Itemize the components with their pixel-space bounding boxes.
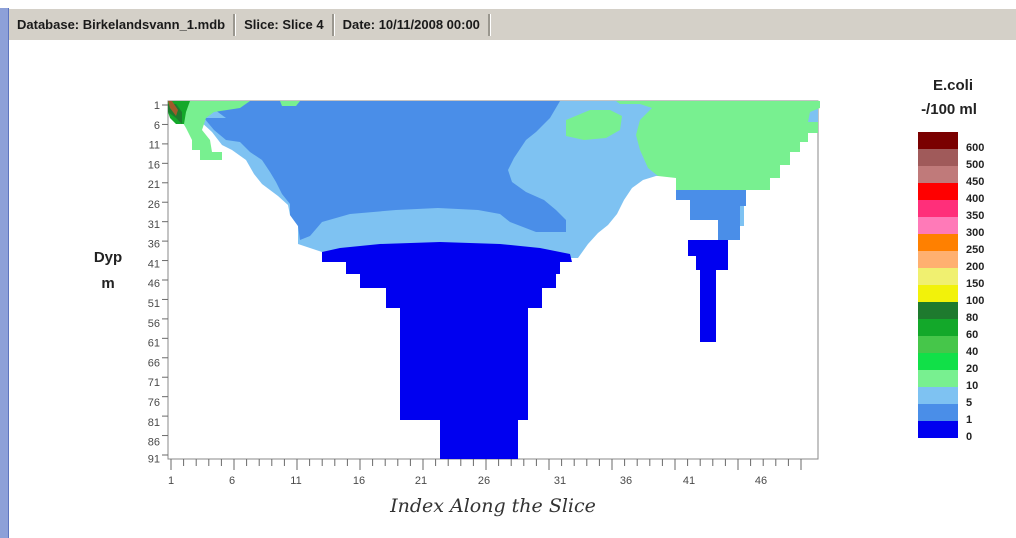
y-tick-label: 51 <box>148 298 160 310</box>
y-tick-label: 31 <box>148 219 160 231</box>
y-tick-marks <box>162 104 168 456</box>
legend-swatch-20 <box>918 353 958 370</box>
y-tick-label: 76 <box>148 397 160 409</box>
legend-swatch-0 <box>918 421 958 438</box>
y-tick-label: 41 <box>148 258 160 270</box>
legend-swatch-40 <box>918 336 958 353</box>
concentration-field <box>168 101 820 459</box>
slice-status: Slice: Slice 4 <box>235 13 334 36</box>
legend-label: 200 <box>966 261 984 273</box>
legend-label: 250 <box>966 244 984 256</box>
y-tick-label: 11 <box>149 140 160 152</box>
legend-swatches <box>918 132 958 438</box>
x-tick-label: 6 <box>229 475 235 487</box>
x-tick-marks <box>170 459 802 470</box>
legend-label: 100 <box>966 295 984 307</box>
field-region-green-patch <box>566 110 622 140</box>
x-tick-label: 11 <box>290 475 301 487</box>
field-region-green-top <box>616 101 820 190</box>
legend-swatch-450 <box>918 166 958 183</box>
legend-swatch-300 <box>918 217 958 234</box>
y-tick-label: 6 <box>154 120 160 132</box>
x-tick-label: 41 <box>683 475 695 487</box>
date-status: Date: 10/11/2008 00:00 <box>333 13 490 36</box>
legend-label: 450 <box>966 176 984 188</box>
legend-label: 1 <box>966 414 972 426</box>
legend-swatch-200 <box>918 251 958 268</box>
legend-swatch-60 <box>918 319 958 336</box>
legend-label: 10 <box>966 380 978 392</box>
y-tick-label: 71 <box>148 377 160 389</box>
legend-label: 400 <box>966 193 984 205</box>
x-axis-title: Index Along the Slice <box>389 495 596 517</box>
color-legend: E.coli -/100 ml 600 500 450 400 350 300 … <box>918 77 984 443</box>
legend-label: 0 <box>966 431 972 443</box>
y-tick-label: 36 <box>148 239 160 251</box>
field-region-dark-blue <box>322 242 572 459</box>
status-bar: Database: Birkelandsvann_1.mdb Slice: Sl… <box>8 8 1016 40</box>
legend-swatch-150 <box>918 268 958 285</box>
legend-title-line2: -/100 ml <box>921 101 977 118</box>
legend-swatch-350 <box>918 200 958 217</box>
y-tick-label: 21 <box>148 179 160 191</box>
y-tick-label: 91 <box>148 453 160 465</box>
legend-label: 150 <box>966 278 984 290</box>
field-region-green-upper <box>280 101 300 106</box>
legend-title-line1: E.coli <box>933 77 973 94</box>
legend-label: 500 <box>966 159 984 171</box>
legend-swatch-600 <box>918 132 958 149</box>
legend-swatch-5 <box>918 387 958 404</box>
legend-labels: 600 500 450 400 350 300 250 200 150 100 … <box>966 142 984 443</box>
x-tick-labels: 1 6 11 16 21 26 31 36 41 46 <box>168 475 767 487</box>
legend-label: 600 <box>966 142 984 154</box>
window-top-edge <box>0 0 1016 5</box>
legend-label: 300 <box>966 227 984 239</box>
y-tick-label: 56 <box>148 318 160 330</box>
x-tick-label: 46 <box>755 475 767 487</box>
y-tick-label: 46 <box>148 278 160 290</box>
field-region-blue <box>205 101 566 240</box>
status-filler <box>489 13 1016 36</box>
y-tick-label: 81 <box>148 417 160 429</box>
legend-label: 60 <box>966 329 978 341</box>
field-region-dark-blue-right <box>688 240 728 342</box>
y-tick-label: 61 <box>148 338 160 350</box>
x-tick-label: 31 <box>554 475 566 487</box>
legend-label: 80 <box>966 312 978 324</box>
field-region-green-left <box>168 101 250 160</box>
legend-swatch-100 <box>918 285 958 302</box>
legend-label: 5 <box>966 397 972 409</box>
y-tick-label: 1 <box>154 100 160 112</box>
field-region-blue-upper-left <box>204 118 244 142</box>
x-tick-label: 21 <box>415 475 427 487</box>
legend-label: 20 <box>966 363 978 375</box>
x-tick-label: 26 <box>478 475 490 487</box>
legend-swatch-500 <box>918 149 958 166</box>
y-tick-label: 66 <box>148 357 160 369</box>
y-axis-title-line2: m <box>101 275 114 292</box>
x-tick-label: 1 <box>168 475 174 487</box>
legend-swatch-1 <box>918 404 958 421</box>
legend-swatch-10 <box>918 370 958 387</box>
x-tick-label: 36 <box>620 475 632 487</box>
legend-swatch-250 <box>918 234 958 251</box>
y-tick-labels: 1 6 11 16 21 26 31 36 41 46 51 56 61 66 … <box>148 100 160 465</box>
x-tick-label: 16 <box>353 475 365 487</box>
y-tick-label: 16 <box>148 159 160 171</box>
legend-swatch-80 <box>918 302 958 319</box>
legend-label: 40 <box>966 346 978 358</box>
y-tick-label: 26 <box>148 199 160 211</box>
y-axis-title-line1: Dyp <box>94 249 122 266</box>
window-left-edge <box>0 8 9 538</box>
legend-label: 350 <box>966 210 984 222</box>
y-tick-label: 86 <box>148 437 160 449</box>
field-region-brown <box>168 101 178 116</box>
field-region-blue-right <box>676 190 746 240</box>
legend-swatch-400 <box>918 183 958 200</box>
